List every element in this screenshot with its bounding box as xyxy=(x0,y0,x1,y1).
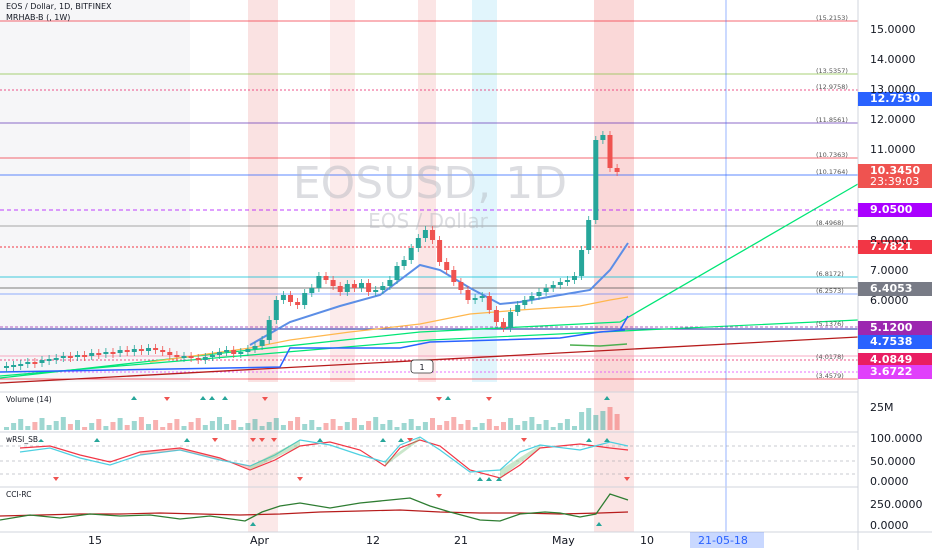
overlay-lines xyxy=(0,183,859,384)
level-label: (13.5357) xyxy=(816,67,848,75)
wrsi-tick: 100.0000 xyxy=(870,432,923,445)
chart-marker-label[interactable]: 1 xyxy=(419,363,424,372)
level-label: (8.4968) xyxy=(816,219,844,227)
countdown-tag: 23:39:03 xyxy=(870,175,920,188)
price-tag: 5.1200 xyxy=(870,321,913,334)
price-tag: 3.6722 xyxy=(870,365,913,378)
signal-markers xyxy=(38,396,630,526)
last-price-tag: 10.3450 xyxy=(870,164,921,177)
volume-pane-label[interactable]: Volume (14) xyxy=(6,395,52,404)
price-tag: 6.4053 xyxy=(870,282,913,295)
wrsi-pane-label[interactable]: wRSI_SB xyxy=(6,435,38,444)
price-tick: 14.0000 xyxy=(870,53,916,66)
wrsi-tick: 0.0000 xyxy=(870,475,909,488)
time-tick: Apr xyxy=(250,534,270,547)
price-tag: 7.7821 xyxy=(870,240,913,253)
price-tick: 8.0000 xyxy=(870,234,909,247)
price-tick: 11.0000 xyxy=(870,143,916,156)
volume-pane xyxy=(4,407,620,430)
candles xyxy=(4,131,620,372)
level-label: (10.1764) xyxy=(816,168,848,176)
level-label: (15.2153) xyxy=(816,14,848,22)
price-tag: 4.7538 xyxy=(870,335,913,348)
price-tick: 13.0000 xyxy=(870,83,916,96)
price-tick: 6.0000 xyxy=(870,294,909,307)
price-tick: 15.0000 xyxy=(870,23,916,36)
price-tag: 9.0500 xyxy=(870,203,913,216)
time-tick: May xyxy=(552,534,575,547)
watermark-name: EOS / Dollar xyxy=(368,209,489,233)
cci-tick: 250.0000 xyxy=(870,498,923,511)
time-tick: 12 xyxy=(366,534,380,547)
level-label: (5.1376) xyxy=(816,320,844,328)
time-tick: 15 xyxy=(88,534,102,547)
cci-pane-label[interactable]: CCI-RC xyxy=(6,490,32,499)
highlight-bands xyxy=(248,0,634,532)
level-label: (6.2573) xyxy=(816,287,844,295)
time-tick: 10 xyxy=(640,534,654,547)
level-label: (12.9758) xyxy=(816,83,848,91)
level-label: (10.7363) xyxy=(816,151,848,159)
price-tag: 12.7530 xyxy=(870,92,921,105)
level-label: (3.4579) xyxy=(816,372,844,380)
level-label: (11.8561) xyxy=(816,116,848,124)
symbol-title[interactable]: EOS / Dollar, 1D, BITFINEX xyxy=(6,2,112,11)
price-tick: 7.0000 xyxy=(870,264,909,277)
indicator-title[interactable]: MRHAB-B (, 1W) xyxy=(6,13,71,22)
volume-tick: 25M xyxy=(870,401,894,414)
wrsi-tick: 50.0000 xyxy=(870,455,916,468)
price-tag: 4.0849 xyxy=(870,353,913,366)
cci-pane xyxy=(0,493,629,522)
level-label: (4.0178) xyxy=(816,353,844,361)
wrsi-pane xyxy=(0,436,858,479)
time-tick: 21 xyxy=(454,534,468,547)
watermark-symbol: EOSUSD, 1D xyxy=(293,158,567,209)
cci-tick: 0.0000 xyxy=(870,519,909,532)
price-tick: 12.0000 xyxy=(870,113,916,126)
level-label: (6.8172) xyxy=(816,270,844,278)
crosshair-date-label: 21-05-18 xyxy=(698,534,748,547)
